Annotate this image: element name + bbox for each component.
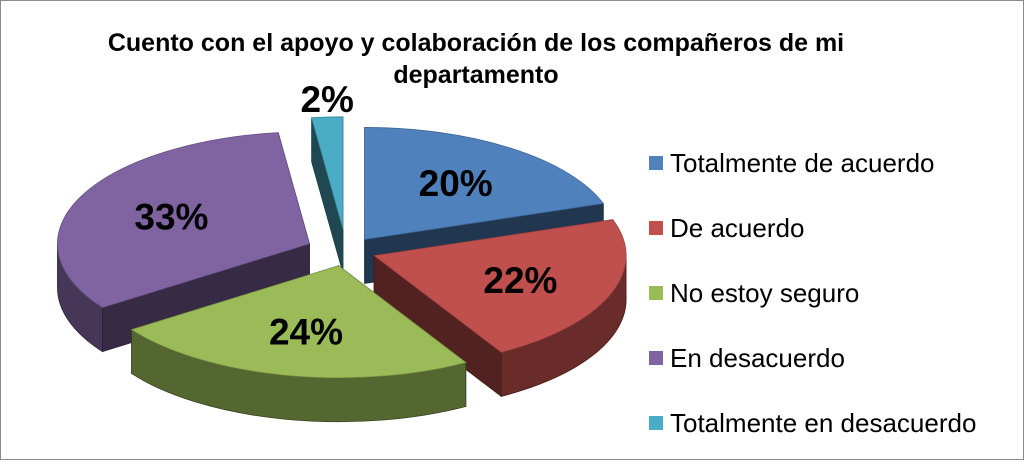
- pie-slice-totalmente-en-desacuerdo: [311, 116, 344, 229]
- legend-label: En desacuerdo: [670, 343, 845, 373]
- pie-slice-totalmente-de-acuerdo: [364, 127, 605, 240]
- legend-swatch: [649, 416, 663, 430]
- data-label-totalmente-en-desacuerdo: 2%: [300, 79, 353, 120]
- pie-chart: 20% 22% 24% 33% 2%: [57, 79, 627, 423]
- legend-swatch: [649, 156, 663, 170]
- pie-slice-no-estoy-seguro: [130, 265, 467, 379]
- data-label-totalmente-de-acuerdo: 20%: [419, 163, 493, 204]
- chart-title: Cuento con el apoyo y colaboración de lo…: [107, 29, 845, 89]
- legend-swatch: [649, 351, 663, 365]
- data-label-no-estoy-seguro: 24%: [269, 311, 343, 352]
- legend-label: Totalmente de acuerdo: [670, 148, 935, 178]
- data-label-de-acuerdo: 22%: [483, 260, 557, 301]
- legend-label: No estoy seguro: [670, 278, 860, 308]
- legend-swatch: [649, 221, 663, 235]
- data-label-en-desacuerdo: 33%: [134, 196, 208, 237]
- legend-label: Totalmente en desacuerdo: [670, 408, 977, 438]
- pie-slice-de-acuerdo: [373, 219, 627, 353]
- chart-frame: Cuento con el apoyo y colaboración de lo…: [0, 0, 1024, 460]
- legend-label: De acuerdo: [670, 213, 805, 243]
- pie-slice-en-desacuerdo: [57, 132, 310, 309]
- legend-swatch: [649, 286, 663, 300]
